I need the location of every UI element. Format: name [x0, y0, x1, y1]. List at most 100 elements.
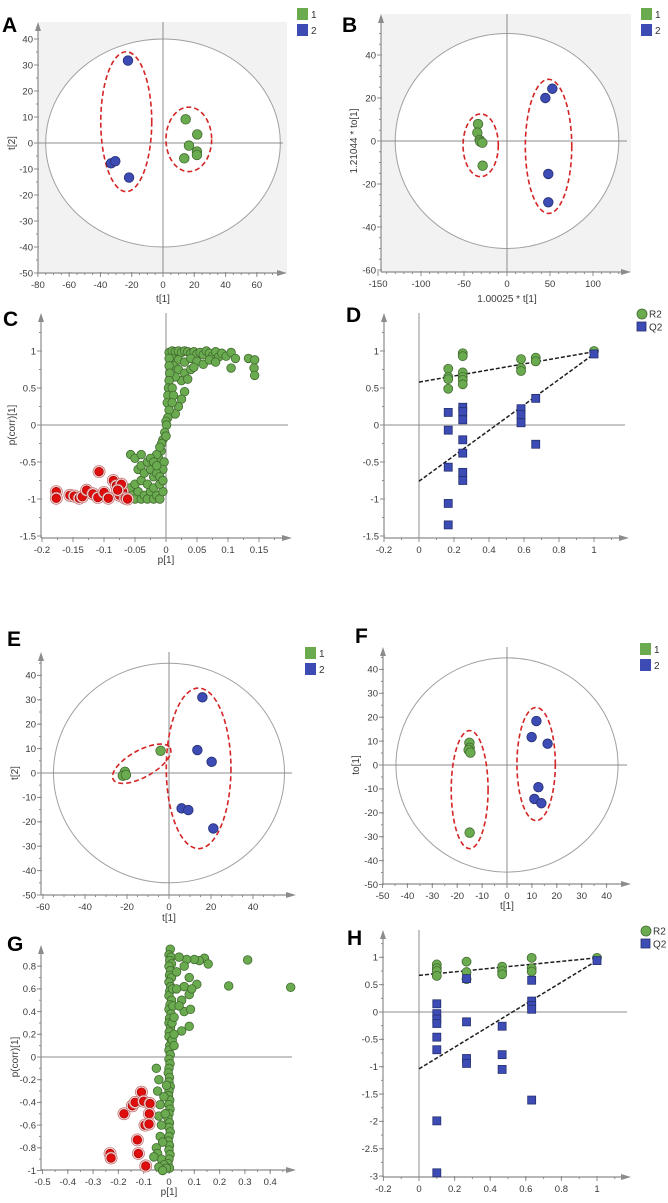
data-point — [206, 756, 217, 767]
data-point — [443, 363, 454, 374]
x-tick-label: 0 — [504, 279, 509, 290]
legend-label: 2 — [655, 26, 661, 37]
x-tick-label: 0.1 — [221, 545, 234, 556]
data-point-core — [122, 494, 133, 504]
legend-square-icon — [636, 321, 647, 332]
data-point — [230, 353, 241, 364]
data-point — [191, 149, 203, 161]
x-tick-label: -0.15 — [62, 545, 84, 556]
data-point — [530, 356, 541, 367]
x-tick-label: 0.3 — [238, 1177, 251, 1188]
data-point-core — [119, 1109, 129, 1119]
data-point — [458, 407, 468, 417]
x-tick-label: 20 — [189, 280, 200, 291]
x-tick-label: -0.5 — [34, 1177, 50, 1188]
data-point — [526, 731, 537, 743]
y-tick-label: -20 — [364, 808, 378, 819]
legend-label: R2 — [649, 310, 662, 321]
series-r2 — [431, 952, 602, 985]
x-tick-label: -0.1 — [136, 1177, 152, 1188]
data-point — [157, 1165, 168, 1176]
x-tick-label: 0 — [166, 1177, 171, 1188]
data-point — [139, 1159, 153, 1173]
x-axis-arrow-icon — [286, 1167, 296, 1173]
y-tick-label: -1.5 — [362, 1089, 378, 1100]
series-selected — [103, 1085, 157, 1173]
y-tick-label: -0.5 — [363, 457, 379, 468]
panel-c: -0.2 -0.15 -0.1 -0.05 0 0.05 0.1 0.15 -1.5 -1 -0.5… — [3, 308, 292, 566]
y-tick-label: 0.5 — [365, 980, 378, 991]
data-point — [477, 137, 488, 148]
y-axis-label: p(corr)[1] — [7, 404, 18, 445]
data-point — [443, 374, 454, 385]
legend-label: 2 — [311, 26, 317, 37]
data-point-core — [145, 1098, 155, 1109]
x-tick-label: 1 — [594, 1184, 599, 1195]
y-tick-label: 1 — [31, 346, 36, 357]
group-cluster-ellipse — [524, 78, 573, 215]
x-tick-label: 0.2 — [448, 1184, 461, 1195]
data-point — [443, 462, 453, 472]
x-tick-label: -150 — [368, 279, 387, 290]
y-tick-label: 0 — [373, 760, 378, 771]
x-tick-label: 60 — [252, 280, 263, 291]
y-tick-label: -0.5 — [20, 457, 36, 468]
legend-item: Q2 — [636, 321, 663, 334]
data-point — [432, 1045, 442, 1055]
group-cluster-ellipse — [450, 729, 489, 850]
data-point — [226, 363, 236, 373]
data-point — [131, 1147, 145, 1160]
data-point — [497, 1050, 507, 1060]
x-axis-arrow-icon — [282, 535, 292, 541]
legend: 12 — [640, 643, 660, 672]
data-point — [432, 999, 442, 1009]
data-point — [531, 393, 541, 403]
x-tick-label: 0.2 — [447, 545, 460, 556]
data-point — [136, 449, 146, 460]
x-axis-label: t[1] — [162, 913, 176, 924]
y-tick-label: -2.5 — [362, 1144, 378, 1155]
data-point — [159, 1092, 169, 1102]
data-point — [497, 1065, 507, 1074]
x-tick-label: -0.1 — [96, 545, 112, 556]
y-axis-arrow-icon — [38, 313, 44, 322]
x-tick-label: 0.1 — [188, 1177, 201, 1188]
x-tick-label: -50 — [376, 891, 390, 902]
data-point — [101, 491, 115, 505]
y-tick-label: 0.5 — [366, 383, 379, 394]
x-tick-label: -0.2 — [376, 545, 392, 556]
panel-letter: C — [3, 308, 18, 331]
data-point — [472, 118, 484, 130]
data-point-core — [113, 485, 123, 495]
data-point-core — [103, 493, 113, 503]
x-tick-label: 0.4 — [264, 1177, 277, 1188]
y-tick-label: 10 — [367, 736, 378, 747]
data-point — [543, 168, 554, 180]
series-2 — [526, 715, 553, 809]
x-tick-label: 0.2 — [213, 1177, 226, 1188]
x-tick-label: -20 — [450, 891, 464, 902]
legend-item: 1 — [297, 8, 317, 21]
data-point — [149, 1152, 159, 1162]
legend-item: 1 — [305, 647, 325, 660]
data-point — [174, 952, 184, 962]
series-r2 — [443, 346, 599, 394]
data-point — [526, 966, 537, 977]
y-tick-label: 40 — [365, 50, 376, 61]
x-tick-label: -0.3 — [85, 1177, 101, 1188]
x-tick-label: -50 — [457, 279, 471, 290]
legend-label: 2 — [654, 661, 660, 672]
series-2 — [540, 83, 558, 208]
y-tick-label: 0 — [31, 420, 36, 431]
y-tick-label: 0.8 — [23, 962, 36, 973]
data-point — [224, 981, 234, 991]
legend-square-icon — [641, 24, 652, 36]
x-tick-label: -0.2 — [34, 545, 50, 556]
y-tick-label: 1 — [373, 953, 378, 964]
data-point — [122, 55, 134, 66]
data-point — [197, 692, 208, 703]
x-tick-label: 50 — [545, 279, 556, 290]
x-tick-label: 0 — [160, 280, 165, 291]
x-axis-label: t[1] — [156, 294, 170, 305]
data-point — [152, 1086, 163, 1096]
